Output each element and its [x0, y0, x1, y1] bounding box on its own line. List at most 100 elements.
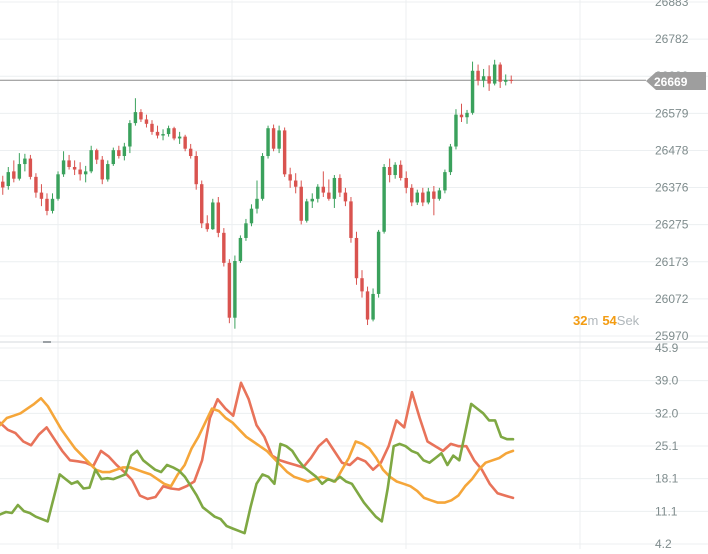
candle [222, 228, 226, 267]
candle-body [437, 190, 442, 199]
candle-body [150, 123, 154, 132]
candle-body [410, 187, 414, 203]
candle [387, 158, 392, 183]
candle [133, 98, 138, 126]
candle [404, 171, 408, 194]
candle-body [398, 164, 403, 178]
candle-body [470, 70, 475, 113]
candle [487, 65, 491, 91]
candle [437, 187, 442, 201]
candle-body [343, 192, 348, 202]
candle-body [172, 128, 176, 139]
candle-body [133, 112, 138, 124]
candle-body [238, 237, 243, 262]
candle [498, 62, 502, 88]
candle-body [354, 237, 359, 279]
candle [188, 143, 193, 159]
candle-body [100, 159, 104, 180]
candle [503, 74, 508, 86]
candle [282, 127, 287, 177]
candle [426, 187, 431, 205]
candle-body [28, 158, 33, 177]
candle-body [166, 128, 171, 135]
price-axis-tick-label: 26478 [655, 143, 689, 157]
candle-body [487, 76, 491, 84]
price-label-text: 26669 [654, 75, 688, 89]
candle-body [216, 202, 221, 233]
countdown-seconds: 54 [602, 313, 617, 328]
candle-body [299, 186, 303, 221]
candle-body [448, 146, 453, 173]
candle [100, 156, 104, 185]
candle-body [161, 134, 165, 136]
candle-body [327, 192, 331, 199]
candle [233, 255, 237, 329]
candle [23, 153, 27, 172]
candle [288, 167, 292, 188]
countdown-minutes: 32 [573, 313, 587, 328]
candle [492, 59, 497, 86]
candle [205, 215, 209, 232]
price-axis-tick-label: 26173 [655, 255, 689, 269]
candle-body [17, 164, 22, 179]
candle [172, 126, 176, 141]
candle-body [371, 293, 375, 320]
candle-body [111, 150, 116, 165]
candle-body [12, 171, 16, 179]
countdown-seconds-unit: Sek [617, 313, 640, 328]
candle [382, 164, 386, 234]
candle [266, 125, 270, 159]
candle-body [155, 131, 160, 136]
candle [211, 198, 215, 230]
price-axis-tick-label: 25970 [655, 329, 689, 343]
candle [393, 162, 397, 179]
y-axis-ticks: 2688326782266802657926478263762627526173… [655, 0, 689, 551]
candle-body [481, 76, 486, 81]
candle [398, 160, 403, 181]
candle [194, 151, 198, 190]
candlestick-series [1, 59, 513, 329]
candle [271, 124, 276, 152]
candle-body [288, 174, 292, 181]
candle-body [310, 198, 314, 202]
candle [371, 288, 375, 322]
candle-body [50, 198, 55, 211]
candle-body [249, 208, 254, 224]
candle [354, 231, 359, 285]
candle-body [376, 231, 381, 294]
candle-body [233, 261, 237, 318]
candle-body [454, 114, 458, 147]
candle-body [106, 164, 110, 180]
candle [238, 235, 243, 263]
candle-body [83, 171, 88, 175]
candle [360, 270, 364, 298]
candle-body [200, 184, 204, 224]
candle-body [271, 128, 276, 149]
candle [39, 184, 44, 207]
indicator-line-di-plus [0, 396, 515, 504]
candle [139, 109, 143, 122]
candle [111, 147, 116, 166]
candle [448, 143, 453, 176]
candle [72, 160, 77, 176]
candle-body [404, 177, 408, 188]
candle-body [144, 119, 149, 124]
candle-body [72, 166, 77, 170]
candle-body [188, 148, 193, 157]
candle-body [194, 156, 198, 185]
candle [50, 193, 55, 214]
price-axis-tick-label: 26579 [655, 106, 689, 120]
candle-body [95, 150, 99, 160]
candle [17, 153, 22, 181]
candle-body [360, 278, 364, 292]
candle [415, 189, 419, 206]
candle [155, 125, 160, 139]
candle [443, 169, 447, 194]
candle-body [89, 150, 93, 172]
candle-body [56, 174, 60, 199]
candle-body [382, 166, 386, 232]
candle-body [1, 181, 5, 188]
